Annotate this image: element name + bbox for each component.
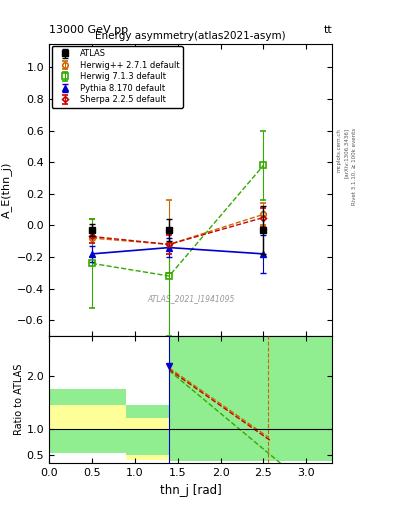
Title: Energy asymmetry(atlas2021-asym): Energy asymmetry(atlas2021-asym) <box>95 31 286 41</box>
Text: [arXiv:1306.3436]: [arXiv:1306.3436] <box>344 128 349 178</box>
Y-axis label: A_E(thn_j): A_E(thn_j) <box>1 162 11 218</box>
X-axis label: thn_j [rad]: thn_j [rad] <box>160 484 222 497</box>
Text: ATLAS_2021_I1941095: ATLAS_2021_I1941095 <box>147 294 234 303</box>
Legend: ATLAS, Herwig++ 2.7.1 default, Herwig 7.1.3 default, Pythia 8.170 default, Sherp: ATLAS, Herwig++ 2.7.1 default, Herwig 7.… <box>51 46 183 108</box>
Y-axis label: Ratio to ATLAS: Ratio to ATLAS <box>14 364 24 435</box>
Text: tt: tt <box>323 25 332 35</box>
Text: Rivet 3.1.10, ≥ 100k events: Rivet 3.1.10, ≥ 100k events <box>352 128 357 205</box>
Text: mcplots.cern.ch: mcplots.cern.ch <box>336 128 341 172</box>
Text: 13000 GeV pp: 13000 GeV pp <box>49 25 128 35</box>
